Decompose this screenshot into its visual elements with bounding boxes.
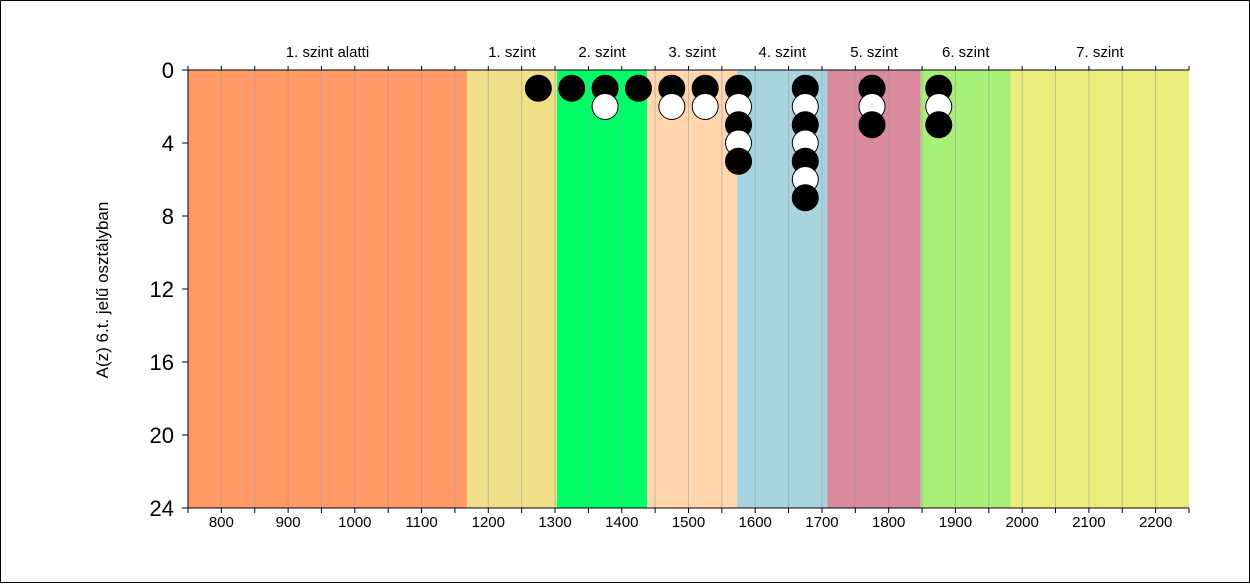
band-label-6: 6. szint xyxy=(942,44,990,61)
x-tick-label: 900 xyxy=(276,514,301,531)
x-tick-label: 800 xyxy=(209,514,234,531)
band-label-2: 2. szint xyxy=(578,44,626,61)
data-point-0 xyxy=(524,74,552,102)
x-tick-label: 1800 xyxy=(872,514,905,531)
axes-layer: 800 900 1000 1100 1200 1300 1400 1500 1600 1700 18… xyxy=(150,58,1190,531)
band-0 xyxy=(188,70,467,508)
data-point-13 xyxy=(725,147,753,175)
y-tick-label: 20 xyxy=(150,423,174,448)
y-tick-label: 0 xyxy=(162,58,174,83)
x-tick-label: 1000 xyxy=(338,514,371,531)
x-tick-label: 1700 xyxy=(805,514,838,531)
y-tick-label: 8 xyxy=(162,204,174,229)
x-tick-label: 1200 xyxy=(472,514,505,531)
x-tick-label: 2200 xyxy=(1139,514,1172,531)
data-point-3 xyxy=(591,93,619,120)
x-tick-label: 1900 xyxy=(939,514,972,531)
data-point-20 xyxy=(791,184,819,212)
band-label-5: 5. szint xyxy=(850,44,898,61)
x-tick-label: 1600 xyxy=(739,514,772,531)
y-tick-label: 12 xyxy=(150,277,174,302)
band-label-4: 4. szint xyxy=(758,44,806,61)
x-tick-label: 2000 xyxy=(1005,514,1038,531)
band-7 xyxy=(1010,70,1189,508)
band-label-3: 3. szint xyxy=(668,44,716,61)
band-label-1: 1. szint xyxy=(488,44,536,61)
y-tick-label: 24 xyxy=(150,496,174,521)
data-point-4 xyxy=(624,74,652,102)
band-1 xyxy=(466,70,558,508)
x-tick-label: 2100 xyxy=(1072,514,1105,531)
data-point-8 xyxy=(691,93,719,120)
band-label-layer: 1. szint alatti 1. szint 2. szint 3. szint 4… xyxy=(286,44,1125,61)
data-point-26 xyxy=(925,111,953,139)
band-2 xyxy=(557,70,648,508)
band-label-7: 7. szint xyxy=(1076,44,1124,61)
y-tick-label: 16 xyxy=(150,350,174,375)
x-tick-label: 1300 xyxy=(538,514,571,531)
band-6 xyxy=(920,70,1011,508)
y-axis-title: A(z) 6.t. jelű osztályban xyxy=(93,202,112,379)
band-label-0: 1. szint alatti xyxy=(286,44,369,61)
band-5 xyxy=(827,70,921,508)
data-point-1 xyxy=(558,74,586,102)
grid-layer xyxy=(220,70,1157,508)
data-point-6 xyxy=(658,93,686,120)
x-tick-label: 1400 xyxy=(605,514,638,531)
x-tick-label: 1500 xyxy=(672,514,705,531)
band-3 xyxy=(647,70,738,508)
points-layer xyxy=(524,74,953,212)
y-tick-label: 4 xyxy=(162,131,174,156)
x-tick-label: 1100 xyxy=(405,514,437,531)
data-point-23 xyxy=(858,111,886,139)
